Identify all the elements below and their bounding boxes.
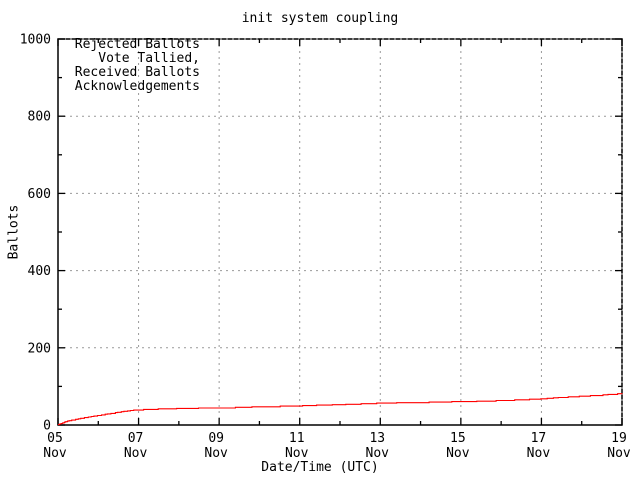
plot-border	[57, 38, 623, 426]
y-tick-label: 600	[28, 187, 51, 202]
legend-label: Acknowledgements	[74, 79, 200, 94]
legend-item-received-ballots: Received Ballots	[62, 66, 253, 80]
legend-item-acknowledgements: Acknowledgements	[62, 80, 253, 94]
x-tick-label-month: Nov	[204, 446, 228, 461]
legend: Rejected Ballots Vote Tallied, Received …	[62, 38, 253, 94]
y-tick-label: 800	[28, 110, 51, 125]
y-axis-label: Ballots	[6, 204, 22, 260]
x-tick-label-month: Nov	[124, 446, 148, 461]
x-tick-label-month: Nov	[43, 446, 67, 461]
series-rejected-ballots	[58, 393, 623, 426]
axis-ticks	[57, 38, 623, 426]
legend-label: Vote Tallied,	[98, 51, 200, 66]
x-axis-label: Date/Time (UTC)	[261, 460, 379, 475]
y-tick-label: 400	[28, 264, 51, 279]
green-cross-line-sample	[207, 53, 253, 65]
chart-title: init system coupling	[241, 11, 399, 26]
x-tick-label-day: 07	[128, 431, 144, 446]
x-tick-label-month: Nov	[446, 446, 470, 461]
y-tick-label: 200	[28, 341, 51, 356]
legend-label: Received Ballots	[74, 65, 200, 80]
x-tick-label-day: 09	[208, 431, 224, 446]
legend-label: Rejected Ballots	[74, 37, 200, 52]
x-tick-label-day: 05	[47, 431, 63, 446]
x-tick-label-month: Nov	[285, 446, 309, 461]
x-tick-label-day: 17	[531, 431, 547, 446]
y-tick-label: 0	[43, 419, 51, 434]
legend-item-vote-tallied: Vote Tallied,	[62, 52, 253, 66]
x-tick-label-month: Nov	[607, 446, 631, 461]
blue-star-line-sample	[207, 67, 253, 79]
legend-item-rejected-ballots: Rejected Ballots	[62, 38, 253, 52]
x-tick-label-day: 11	[289, 431, 305, 446]
x-tick-label-day: 19	[611, 431, 627, 446]
x-tick-label-month: Nov	[366, 446, 390, 461]
x-tick-label-day: 15	[450, 431, 466, 446]
red-plus-line-sample	[207, 39, 253, 51]
y-tick-label: 1000	[20, 33, 51, 48]
gridlines	[58, 38, 623, 425]
purple-line-sample	[207, 81, 253, 93]
tick-labels: 0200400600800100005Nov07Nov09Nov11Nov13N…	[20, 33, 631, 462]
x-tick-label-day: 13	[369, 431, 385, 446]
x-tick-label-month: Nov	[527, 446, 551, 461]
